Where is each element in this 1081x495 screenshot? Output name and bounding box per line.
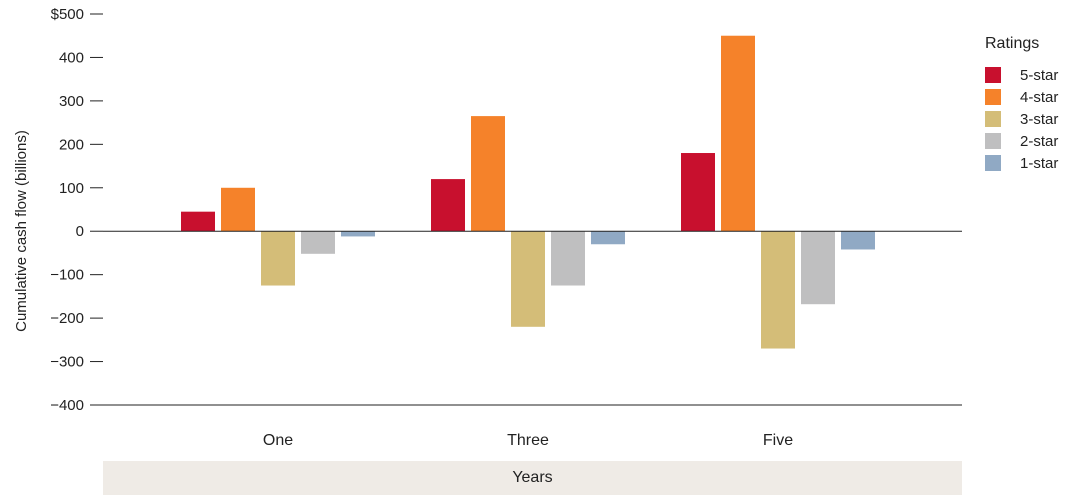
- y-tick-label: −200: [50, 310, 84, 327]
- y-tick-label: $500: [51, 6, 84, 23]
- x-axis-title: Years: [512, 469, 553, 486]
- category-label: Five: [763, 432, 793, 449]
- y-tick-label: −400: [50, 397, 84, 414]
- legend-swatch: [985, 111, 1001, 127]
- category-label: One: [263, 432, 293, 449]
- bar-5-star-one: [181, 211, 215, 232]
- legend-item: 5-star: [985, 64, 1058, 86]
- x-axis-title-band: Years: [103, 461, 962, 495]
- bar-5-star-three: [431, 179, 465, 232]
- y-tick-label: 400: [59, 49, 84, 66]
- bar-1-star-three: [591, 231, 625, 245]
- bar-3-star-five: [761, 231, 795, 349]
- legend-label: 3-star: [1020, 110, 1059, 128]
- legend-label: 5-star: [1020, 66, 1059, 84]
- y-axis-ticks: $500 400 300 200 100 0 −100 −200 −300 −400: [50, 6, 103, 414]
- legend-item: 4-star: [985, 86, 1058, 108]
- y-tick-label: 200: [59, 136, 84, 153]
- bar-5-star-five: [681, 153, 715, 232]
- legend-title: Ratings: [985, 35, 1040, 52]
- category-labels: One Three Five: [263, 432, 793, 449]
- legend-items: 5-star 4-star 3-star 2-star 1-star: [985, 64, 1058, 174]
- bar-3-star-one: [261, 231, 295, 286]
- bar-1-star-one: [341, 231, 375, 237]
- y-tick-label: −300: [50, 354, 84, 371]
- legend-item: 2-star: [985, 130, 1058, 152]
- legend-swatch: [985, 133, 1001, 149]
- bars: [181, 35, 875, 349]
- bar-4-star-three: [471, 116, 505, 232]
- legend: Ratings 5-star 4-star 3-star 2-star 1-star: [985, 34, 1058, 174]
- y-tick-label: −100: [50, 267, 84, 284]
- legend-label: 2-star: [1020, 132, 1059, 150]
- y-tick-label: 100: [59, 180, 84, 197]
- y-tick-label: 300: [59, 93, 84, 110]
- legend-swatch: [985, 155, 1001, 171]
- bar-2-star-five: [801, 231, 835, 305]
- legend-swatch: [985, 89, 1001, 105]
- legend-item: 1-star: [985, 152, 1058, 174]
- y-axis-title: Cumulative cash flow (billions): [13, 130, 30, 332]
- legend-label: 4-star: [1020, 88, 1059, 106]
- bar-2-star-three: [551, 231, 585, 286]
- legend-label: 1-star: [1020, 154, 1059, 172]
- legend-item: 3-star: [985, 108, 1058, 130]
- legend-swatch: [985, 67, 1001, 83]
- bar-1-star-five: [841, 231, 875, 250]
- bar-2-star-one: [301, 231, 335, 254]
- bar-4-star-five: [721, 35, 755, 232]
- bar-3-star-three: [511, 231, 545, 327]
- y-tick-label: 0: [76, 223, 84, 240]
- bar-4-star-one: [221, 187, 255, 232]
- category-label: Three: [507, 432, 549, 449]
